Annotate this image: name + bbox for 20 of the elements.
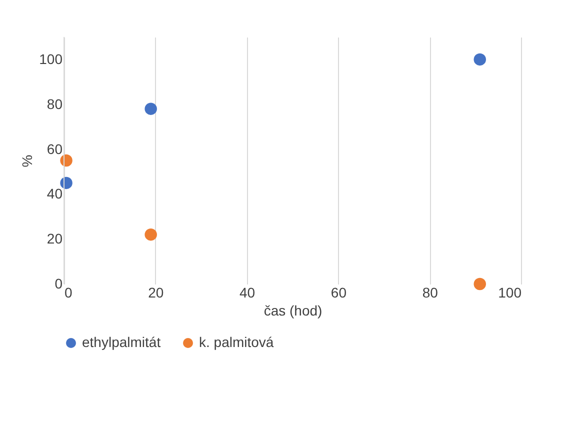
y-tick-label: 40 [46,186,63,202]
point [474,278,486,290]
y-tick-label: 60 [46,140,63,157]
x-tick-label: 100 [498,284,522,300]
x-tick-label: 40 [240,284,256,300]
legend-label: k. palmitová [199,334,274,350]
point [144,228,157,241]
x-tick-label: 60 [330,284,347,300]
y-axis-title: % [19,154,36,168]
legend-label: ethylpalmitát [82,334,161,350]
point [144,102,157,115]
y-tick-label: 80 [46,96,63,112]
point [474,53,486,66]
y-tick-label: 100 [39,50,63,67]
x-axis-title: čas (hod) [264,302,322,318]
point [60,176,72,190]
x-tick-label: 20 [148,284,164,300]
point [60,154,72,167]
y-tick-label: 20 [46,230,63,247]
x-tick-label: 80 [422,284,438,300]
